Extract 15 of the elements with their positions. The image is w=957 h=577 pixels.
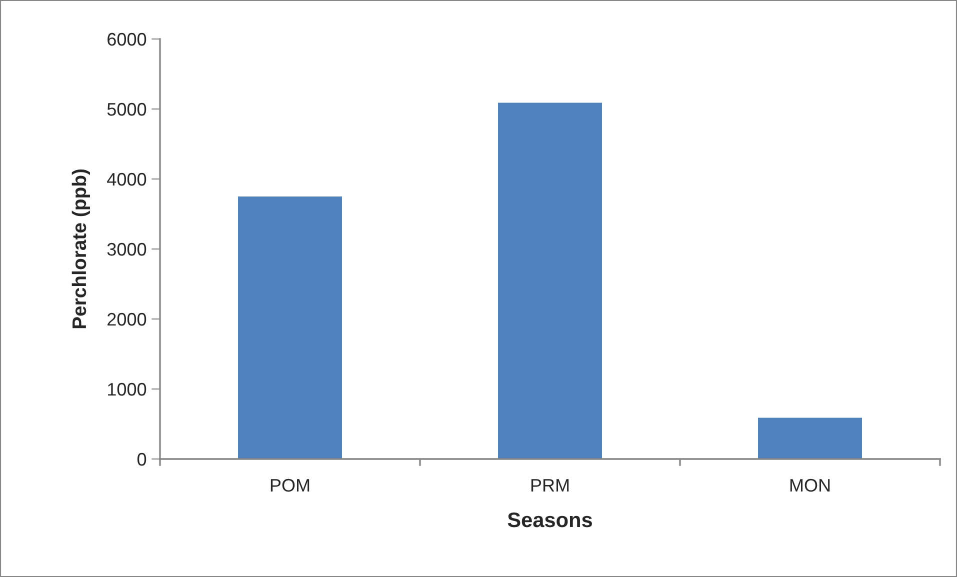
bar: [498, 102, 602, 459]
x-tick-label: MON: [790, 478, 830, 492]
y-tick-label: 0: [137, 452, 146, 466]
bar: [238, 196, 342, 459]
x-axis-title: Seasons: [508, 512, 592, 528]
y-tick-label: 5000: [107, 102, 146, 116]
y-axis-title: Perchlorate (ppb): [72, 169, 90, 328]
y-tick-label: 6000: [108, 32, 146, 46]
x-tick-label: POM: [270, 478, 310, 492]
y-tick-label: 2000: [108, 312, 146, 326]
y-tick-label: 1000: [108, 382, 146, 396]
bar: [758, 418, 862, 459]
x-tick-label: PRM: [531, 479, 569, 492]
y-tick-label: 3000: [107, 242, 146, 256]
y-tick-label: 4000: [107, 172, 146, 186]
